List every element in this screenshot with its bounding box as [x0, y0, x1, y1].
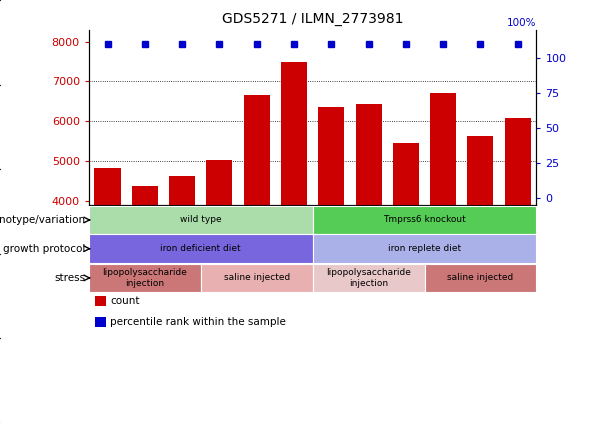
Bar — [430, 93, 456, 361]
Bar — [393, 143, 419, 361]
Bar — [356, 104, 382, 361]
Text: lipopolysaccharide
injection: lipopolysaccharide injection — [102, 268, 187, 288]
Text: stress: stress — [55, 273, 86, 283]
Text: Tmprss6 knockout: Tmprss6 knockout — [383, 215, 466, 225]
Bar — [169, 176, 195, 361]
Text: wild type: wild type — [180, 215, 221, 225]
Bar — [243, 95, 270, 361]
Text: genotype/variation: genotype/variation — [0, 215, 86, 225]
Text: growth protocol: growth protocol — [4, 244, 86, 254]
Bar — [467, 136, 493, 361]
Text: count: count — [110, 296, 140, 306]
Text: saline injected: saline injected — [447, 273, 514, 283]
Text: lipopolysaccharide
injection: lipopolysaccharide injection — [326, 268, 411, 288]
Bar — [132, 186, 158, 361]
Bar — [318, 107, 345, 361]
Text: saline injected: saline injected — [224, 273, 290, 283]
Text: 100%: 100% — [507, 18, 536, 28]
Text: percentile rank within the sample: percentile rank within the sample — [110, 317, 286, 327]
Bar — [94, 168, 121, 361]
Text: iron replete diet: iron replete diet — [388, 244, 461, 253]
Text: iron deficient diet: iron deficient diet — [161, 244, 241, 253]
Title: GDS5271 / ILMN_2773981: GDS5271 / ILMN_2773981 — [222, 12, 403, 26]
Bar — [281, 62, 307, 361]
Bar — [504, 118, 531, 361]
Bar — [207, 159, 232, 361]
